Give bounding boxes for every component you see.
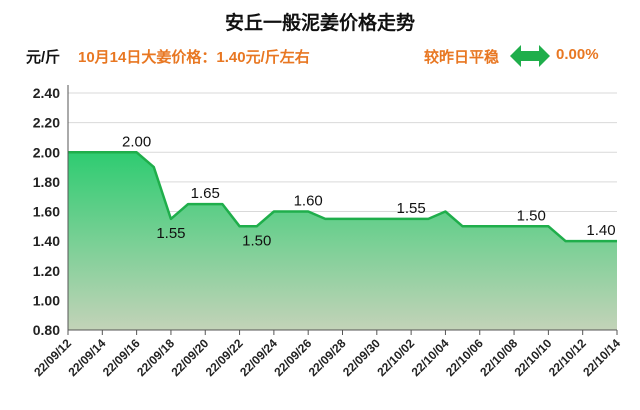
price-headline: 10月14日大姜价格：1.40元/斤左右 bbox=[78, 49, 310, 66]
price-line bbox=[68, 151, 617, 243]
y-tick-label: 2.20 bbox=[33, 115, 60, 131]
data-label: 1.60 bbox=[294, 193, 323, 210]
data-label: 2.00 bbox=[122, 133, 151, 150]
unit-label: 元/斤 bbox=[26, 49, 61, 66]
data-label: 1.50 bbox=[517, 207, 546, 224]
y-tick-label: 1.40 bbox=[33, 233, 60, 249]
y-tick-label: 1.00 bbox=[33, 292, 60, 308]
y-tick-label: 2.00 bbox=[33, 144, 60, 160]
y-tick-label: 0.80 bbox=[33, 322, 60, 338]
data-label: 1.40 bbox=[586, 222, 615, 239]
data-label: 1.55 bbox=[397, 200, 426, 217]
y-tick-label: 2.40 bbox=[33, 85, 60, 101]
y-axis-ticks: 0.80 1.00 1.20 1.40 1.60 1.80 2.00 2.20 2.40 bbox=[33, 85, 60, 338]
data-label: 1.65 bbox=[191, 185, 220, 202]
change-value: 0.00% bbox=[556, 46, 599, 63]
change-label: 较昨日平稳 bbox=[424, 49, 500, 66]
y-tick-label: 1.80 bbox=[33, 174, 60, 190]
data-label: 1.55 bbox=[156, 225, 185, 242]
x-tick-label: 22/10/14 bbox=[580, 336, 623, 379]
x-axis-ticks: 22/09/1222/09/1422/09/1622/09/1822/09/20… bbox=[31, 330, 623, 379]
double-arrow-icon bbox=[510, 45, 550, 67]
price-area bbox=[68, 152, 617, 330]
double-arrow-shape bbox=[510, 45, 550, 67]
data-label: 1.50 bbox=[242, 232, 271, 249]
y-tick-label: 1.60 bbox=[33, 204, 60, 220]
page-title: 安丘一般泥姜价格走势 bbox=[224, 13, 415, 34]
y-tick-label: 1.20 bbox=[33, 263, 60, 279]
data-labels: 2.00 1.55 1.65 1.50 1.60 1.55 1.50 1.40 bbox=[122, 133, 616, 249]
